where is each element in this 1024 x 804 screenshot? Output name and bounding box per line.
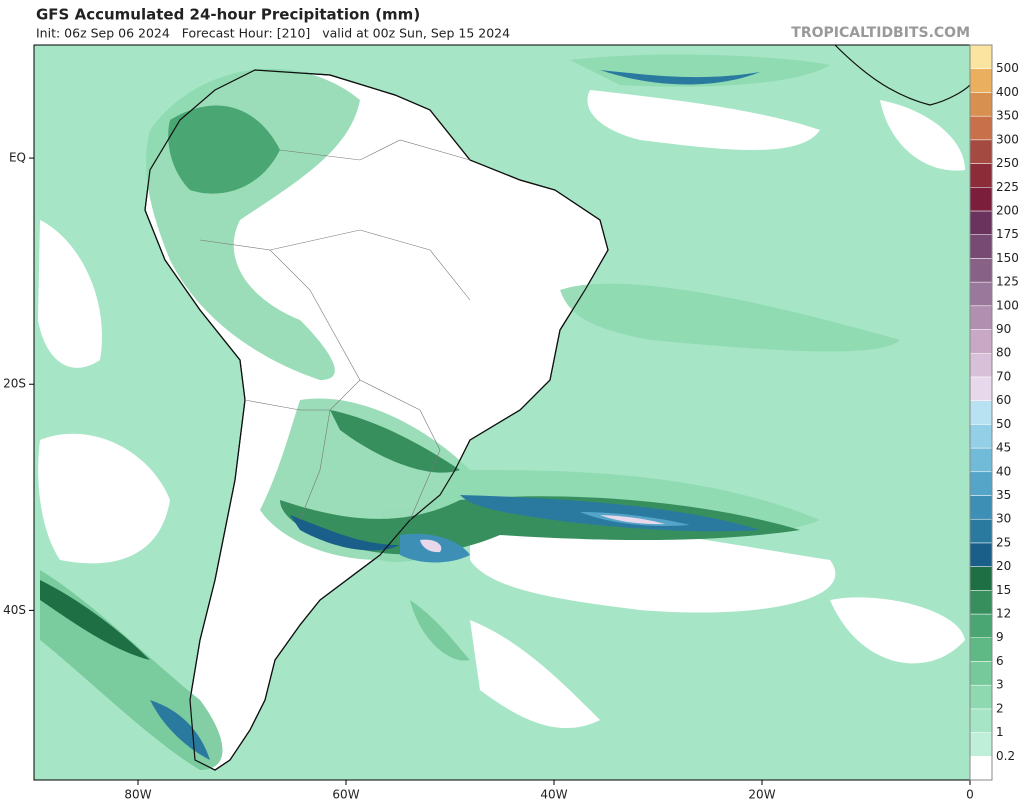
africa-coast [834, 45, 970, 106]
colorbar-box [969, 329, 993, 354]
colorbar-label: 70 [996, 369, 1011, 383]
colorbar-box [969, 68, 993, 93]
map-field [34, 45, 970, 780]
colorbar-label: 40 [996, 464, 1011, 478]
x-tick-label: 20W [748, 788, 775, 801]
colorbar-label: 50 [996, 417, 1011, 431]
colorbar-box [969, 139, 993, 164]
colorbar-label: 0.2 [996, 749, 1015, 763]
x-tick-label: 40W [540, 788, 567, 801]
colorbar-label: 150 [996, 251, 1019, 265]
colorbar-box [969, 471, 993, 496]
colorbar-label: 20 [996, 559, 1011, 573]
colorbar-box [969, 187, 993, 212]
colorbar-box [969, 44, 993, 69]
colorbar-box [969, 708, 993, 733]
colorbar-label: 12 [996, 607, 1011, 621]
colorbar-box [969, 305, 993, 330]
x-tick-label: 80W [124, 788, 151, 801]
x-tick-label: 60W [332, 788, 359, 801]
colorbar-label: 300 [996, 132, 1019, 146]
colorbar-box [969, 163, 993, 188]
colorbar-label: 500 [996, 61, 1019, 75]
precip-moderate [40, 70, 800, 760]
colorbar-box [969, 258, 993, 283]
y-tick-label: 20S [3, 377, 26, 391]
colorbar-box [969, 400, 993, 425]
colorbar-box [969, 661, 993, 686]
colorbar-label: 35 [996, 488, 1011, 502]
colorbar-box [969, 352, 993, 378]
colorbar-label: 3 [996, 678, 1004, 692]
colorbar-label: 15 [996, 583, 1011, 597]
colorbar-label: 60 [996, 393, 1011, 407]
colorbar-box [969, 234, 993, 259]
x-tick-label: 0 [966, 788, 974, 801]
colorbar-box [969, 684, 993, 710]
colorbar-box [969, 590, 993, 615]
title: GFS Accumulated 24-hour Precipitation (m… [36, 6, 420, 24]
colorbar-box [969, 447, 993, 473]
colorbar-box [969, 376, 993, 401]
colorbar-label: 400 [996, 85, 1019, 99]
colorbar-label: 80 [996, 346, 1011, 360]
colorbar-label: 2 [996, 701, 1004, 715]
colorbar-box [969, 637, 993, 662]
colorbar-box [969, 115, 993, 141]
colorbar-label: 1 [996, 725, 1004, 739]
colorbar-box [969, 732, 993, 757]
colorbar-box [969, 424, 993, 449]
colorbar-label: 175 [996, 227, 1019, 241]
colorbar-box [969, 281, 993, 307]
colorbar-label: 100 [996, 298, 1019, 312]
colorbar-label: 25 [996, 535, 1011, 549]
colorbar-box [969, 756, 993, 781]
y-tick-label: EQ [9, 151, 26, 165]
borders [199, 139, 471, 521]
subtitle: Init: 06z Sep 06 2024 Forecast Hour: [21… [36, 26, 510, 41]
colorbar-label: 125 [996, 275, 1019, 289]
dry-areas [38, 90, 965, 729]
colorbar-box [969, 542, 993, 567]
colorbar-label: 9 [996, 630, 1004, 644]
colorbar-frame [969, 44, 993, 781]
colorbar-box [969, 518, 993, 544]
colorbar-label: 200 [996, 203, 1019, 217]
colorbar-box [969, 210, 993, 235]
colorbar-label: 6 [996, 654, 1004, 668]
watermark: TROPICALTIDBITS.COM [791, 25, 970, 41]
colorbar-label: 90 [996, 322, 1011, 336]
colorbar-box [969, 92, 993, 117]
colorbar-label: 350 [996, 109, 1019, 123]
colorbar-box [969, 613, 993, 638]
y-tick-label: 40S [3, 603, 26, 617]
colorbar-label: 30 [996, 512, 1011, 526]
colorbar-label: 250 [996, 156, 1019, 170]
colorbar-box [969, 495, 993, 520]
colorbar-label: 225 [996, 180, 1019, 194]
colorbar-box [969, 566, 993, 591]
land-outline [144, 69, 609, 771]
colorbar-label: 45 [996, 441, 1011, 455]
